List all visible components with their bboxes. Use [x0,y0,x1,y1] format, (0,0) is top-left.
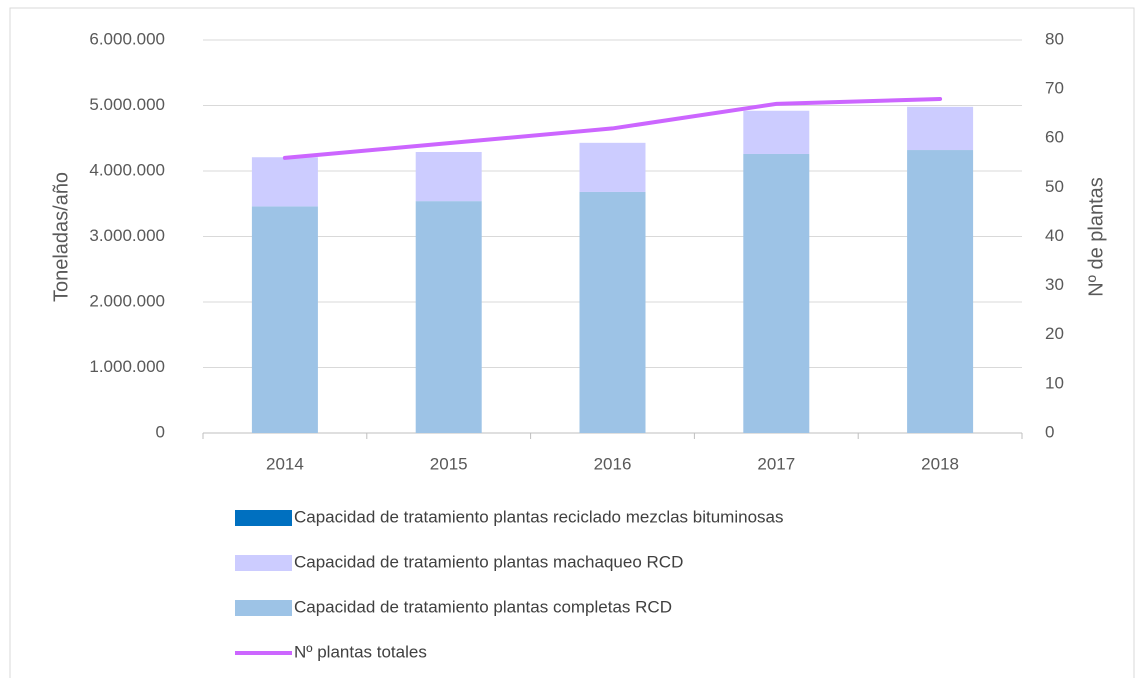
y2-tick-label: 30 [1045,275,1064,294]
bar [415,201,482,433]
x-tick-label: 2016 [594,454,632,473]
bar [251,206,318,433]
x-tick-label: 2014 [266,454,304,473]
y-tick-label: 6.000.000 [89,29,165,48]
bar [743,110,810,154]
bar [579,191,646,433]
bar [743,153,810,433]
bar [251,157,318,207]
x-tick-label: 2018 [921,454,959,473]
legend-swatch [235,555,292,571]
y2-tick-label: 50 [1045,177,1064,196]
y2-tick-label: 0 [1045,422,1054,441]
legend-label: Nº plantas totales [294,642,427,661]
bar [907,150,974,434]
y2-tick-label: 20 [1045,324,1064,343]
legend-label: Capacidad de tratamiento plantas recicla… [294,507,783,526]
y-axis-label: Toneladas/año [50,172,72,302]
y2-tick-label: 10 [1045,373,1064,392]
legend-label: Capacidad de tratamiento plantas machaqu… [294,552,683,571]
legend-swatch [235,600,292,616]
y2-tick-label: 70 [1045,79,1064,98]
legend-label: Capacidad de tratamiento plantas complet… [294,597,672,616]
bar [579,142,646,192]
bar [415,152,482,202]
chart-border [9,7,1135,678]
y2-tick-label: 60 [1045,128,1064,147]
y-tick-label: 5.000.000 [89,95,165,114]
y-tick-label: 1.000.000 [89,357,165,376]
legend-swatch [235,510,292,526]
y2-tick-label: 80 [1045,29,1064,48]
x-tick-label: 2015 [430,454,468,473]
y-tick-label: 3.000.000 [89,226,165,245]
y-tick-label: 0 [156,422,165,441]
y2-axis-label: Nº de plantas [1085,177,1107,297]
y2-tick-label: 40 [1045,226,1064,245]
y-tick-label: 4.000.000 [89,160,165,179]
bar [907,106,974,151]
line [282,96,943,160]
y-tick-label: 2.000.000 [89,291,165,310]
x-tick-label: 2017 [757,454,795,473]
